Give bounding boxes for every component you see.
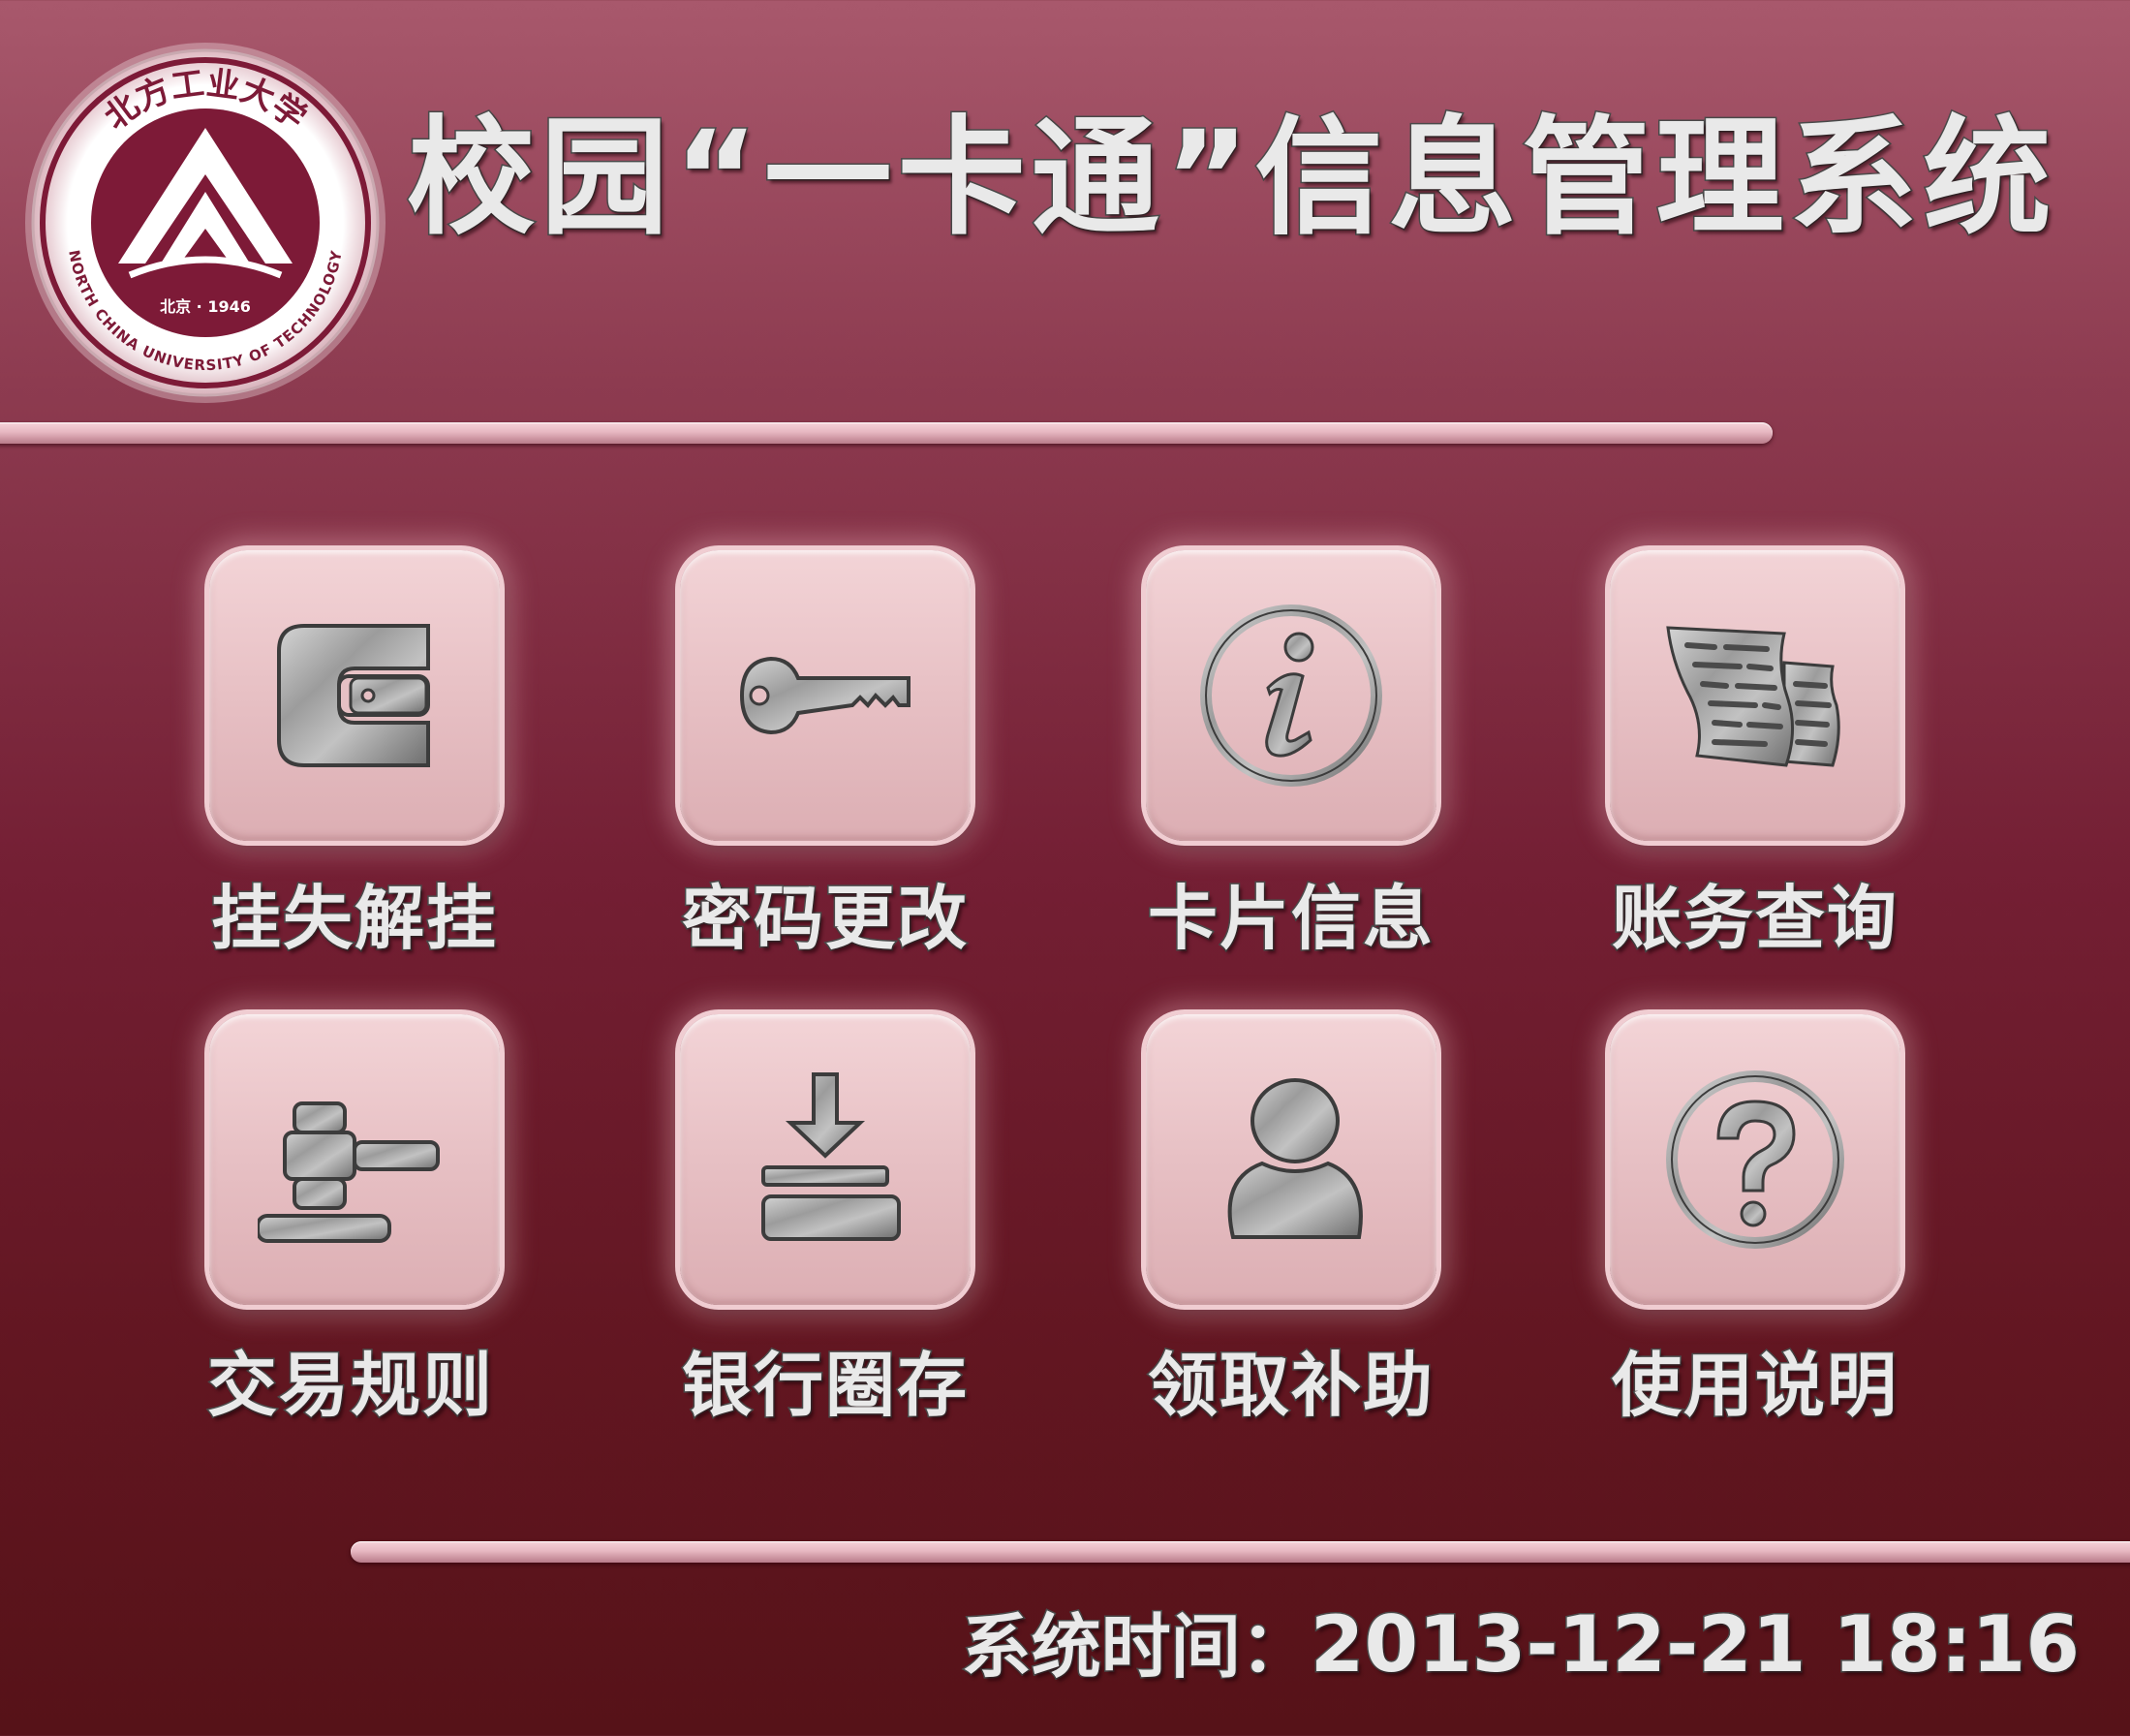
footer-divider [351,1541,2130,1563]
app-title: 校园“一卡通”信息管理系统 [406,104,2057,253]
menu-label-bank-transfer[interactable]: 银行圈存 [680,1345,969,1426]
menu-tile-collect-subsidy[interactable] [1146,1014,1436,1305]
menu-label-report-loss[interactable]: 挂失解挂 [209,878,498,959]
seal-text-year: 北京 · 1946 [160,297,251,316]
info-icon [1200,604,1382,787]
menu-label-trading-rules[interactable]: 交易规则 [205,1345,494,1426]
gavel-icon [258,1101,440,1243]
user-icon [1227,1078,1363,1239]
menu-tile-account-query[interactable] [1610,550,1900,841]
download-tray-icon [761,1072,901,1241]
card-lock-icon [277,624,430,767]
menu-label-change-password[interactable]: 密码更改 [680,878,969,959]
system-time-label: 系统时间： [960,1606,1312,1688]
header-divider [0,422,1773,444]
menu-label-user-guide[interactable]: 使用说明 [1610,1345,1898,1426]
menu-tile-change-password[interactable] [680,550,971,841]
menu-tile-card-info[interactable] [1146,550,1436,841]
university-seal-icon: 北方工业大学 NORTH CHINA UNIVERSITY OF TECHNOL… [25,43,386,403]
menu-tile-bank-transfer[interactable] [680,1014,971,1305]
system-time: 系统时间：2013-12-21 18:16 [960,1604,2081,1685]
menu-label-account-query[interactable]: 账务查询 [1610,878,1898,959]
menu-tile-trading-rules[interactable] [209,1014,500,1305]
menu-label-card-info[interactable]: 卡片信息 [1146,878,1435,959]
system-time-value: 2013-12-21 18:16 [1309,1599,2081,1690]
help-icon [1666,1070,1844,1249]
menu-tile-report-loss[interactable] [209,550,500,841]
key-icon [739,656,911,735]
document-pages-icon [1666,626,1840,767]
menu-tile-user-guide[interactable] [1610,1014,1900,1305]
menu-label-collect-subsidy[interactable]: 领取补助 [1146,1345,1435,1426]
